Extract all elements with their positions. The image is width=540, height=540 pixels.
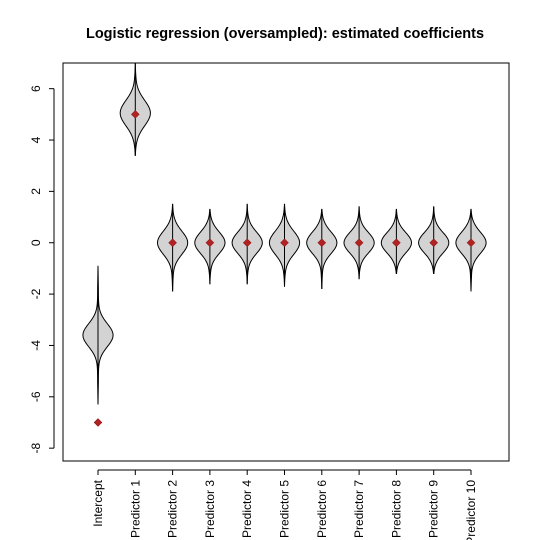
true-value-point — [280, 238, 289, 248]
true-value-point — [168, 238, 177, 248]
true-value-point — [317, 238, 327, 248]
x-tick-label: Predictor 4 — [240, 480, 254, 538]
true-value-points — [93, 110, 476, 427]
x-tick-label: Predictor 6 — [315, 480, 329, 538]
x-tick-label: Predictor 5 — [278, 480, 292, 538]
true-value-point — [205, 238, 215, 248]
violins — [82, 62, 487, 405]
y-tick-label: 6 — [29, 85, 43, 92]
y-tick-label: -4 — [29, 340, 43, 351]
y-tick-label: -6 — [29, 391, 43, 402]
true-value-point — [392, 238, 401, 248]
true-value-point — [93, 418, 103, 427]
chart-title: Logistic regression (oversampled): estim… — [86, 26, 484, 42]
true-value-point — [242, 238, 252, 248]
x-tick-label: Predictor 10 — [464, 480, 478, 540]
true-value-point — [429, 238, 439, 248]
true-value-point — [130, 110, 140, 119]
y-tick-label: 0 — [29, 239, 43, 246]
true-value-point — [466, 238, 476, 248]
x-tick-label: Predictor 7 — [352, 480, 366, 538]
x-axis: Intercept Predictor 1 Predictor 2 Predictor… — [91, 469, 478, 540]
y-axis: -8 -6 -4 -2 0 2 4 6 — [29, 85, 55, 454]
y-tick-label: -2 — [29, 288, 43, 299]
x-tick-label: Predictor 1 — [128, 480, 142, 538]
y-tick-label: -8 — [29, 443, 43, 454]
x-tick-label: Predictor 8 — [389, 480, 403, 538]
x-tick-label: Intercept — [91, 479, 105, 526]
true-value-point — [354, 238, 364, 248]
x-tick-label: Predictor 3 — [203, 480, 217, 538]
x-tick-label: Predictor 9 — [427, 480, 441, 538]
plot-frame — [62, 62, 510, 462]
y-tick-label: 2 — [29, 188, 43, 195]
y-tick-label: 4 — [29, 136, 43, 143]
x-tick-label: Predictor 2 — [166, 480, 180, 538]
